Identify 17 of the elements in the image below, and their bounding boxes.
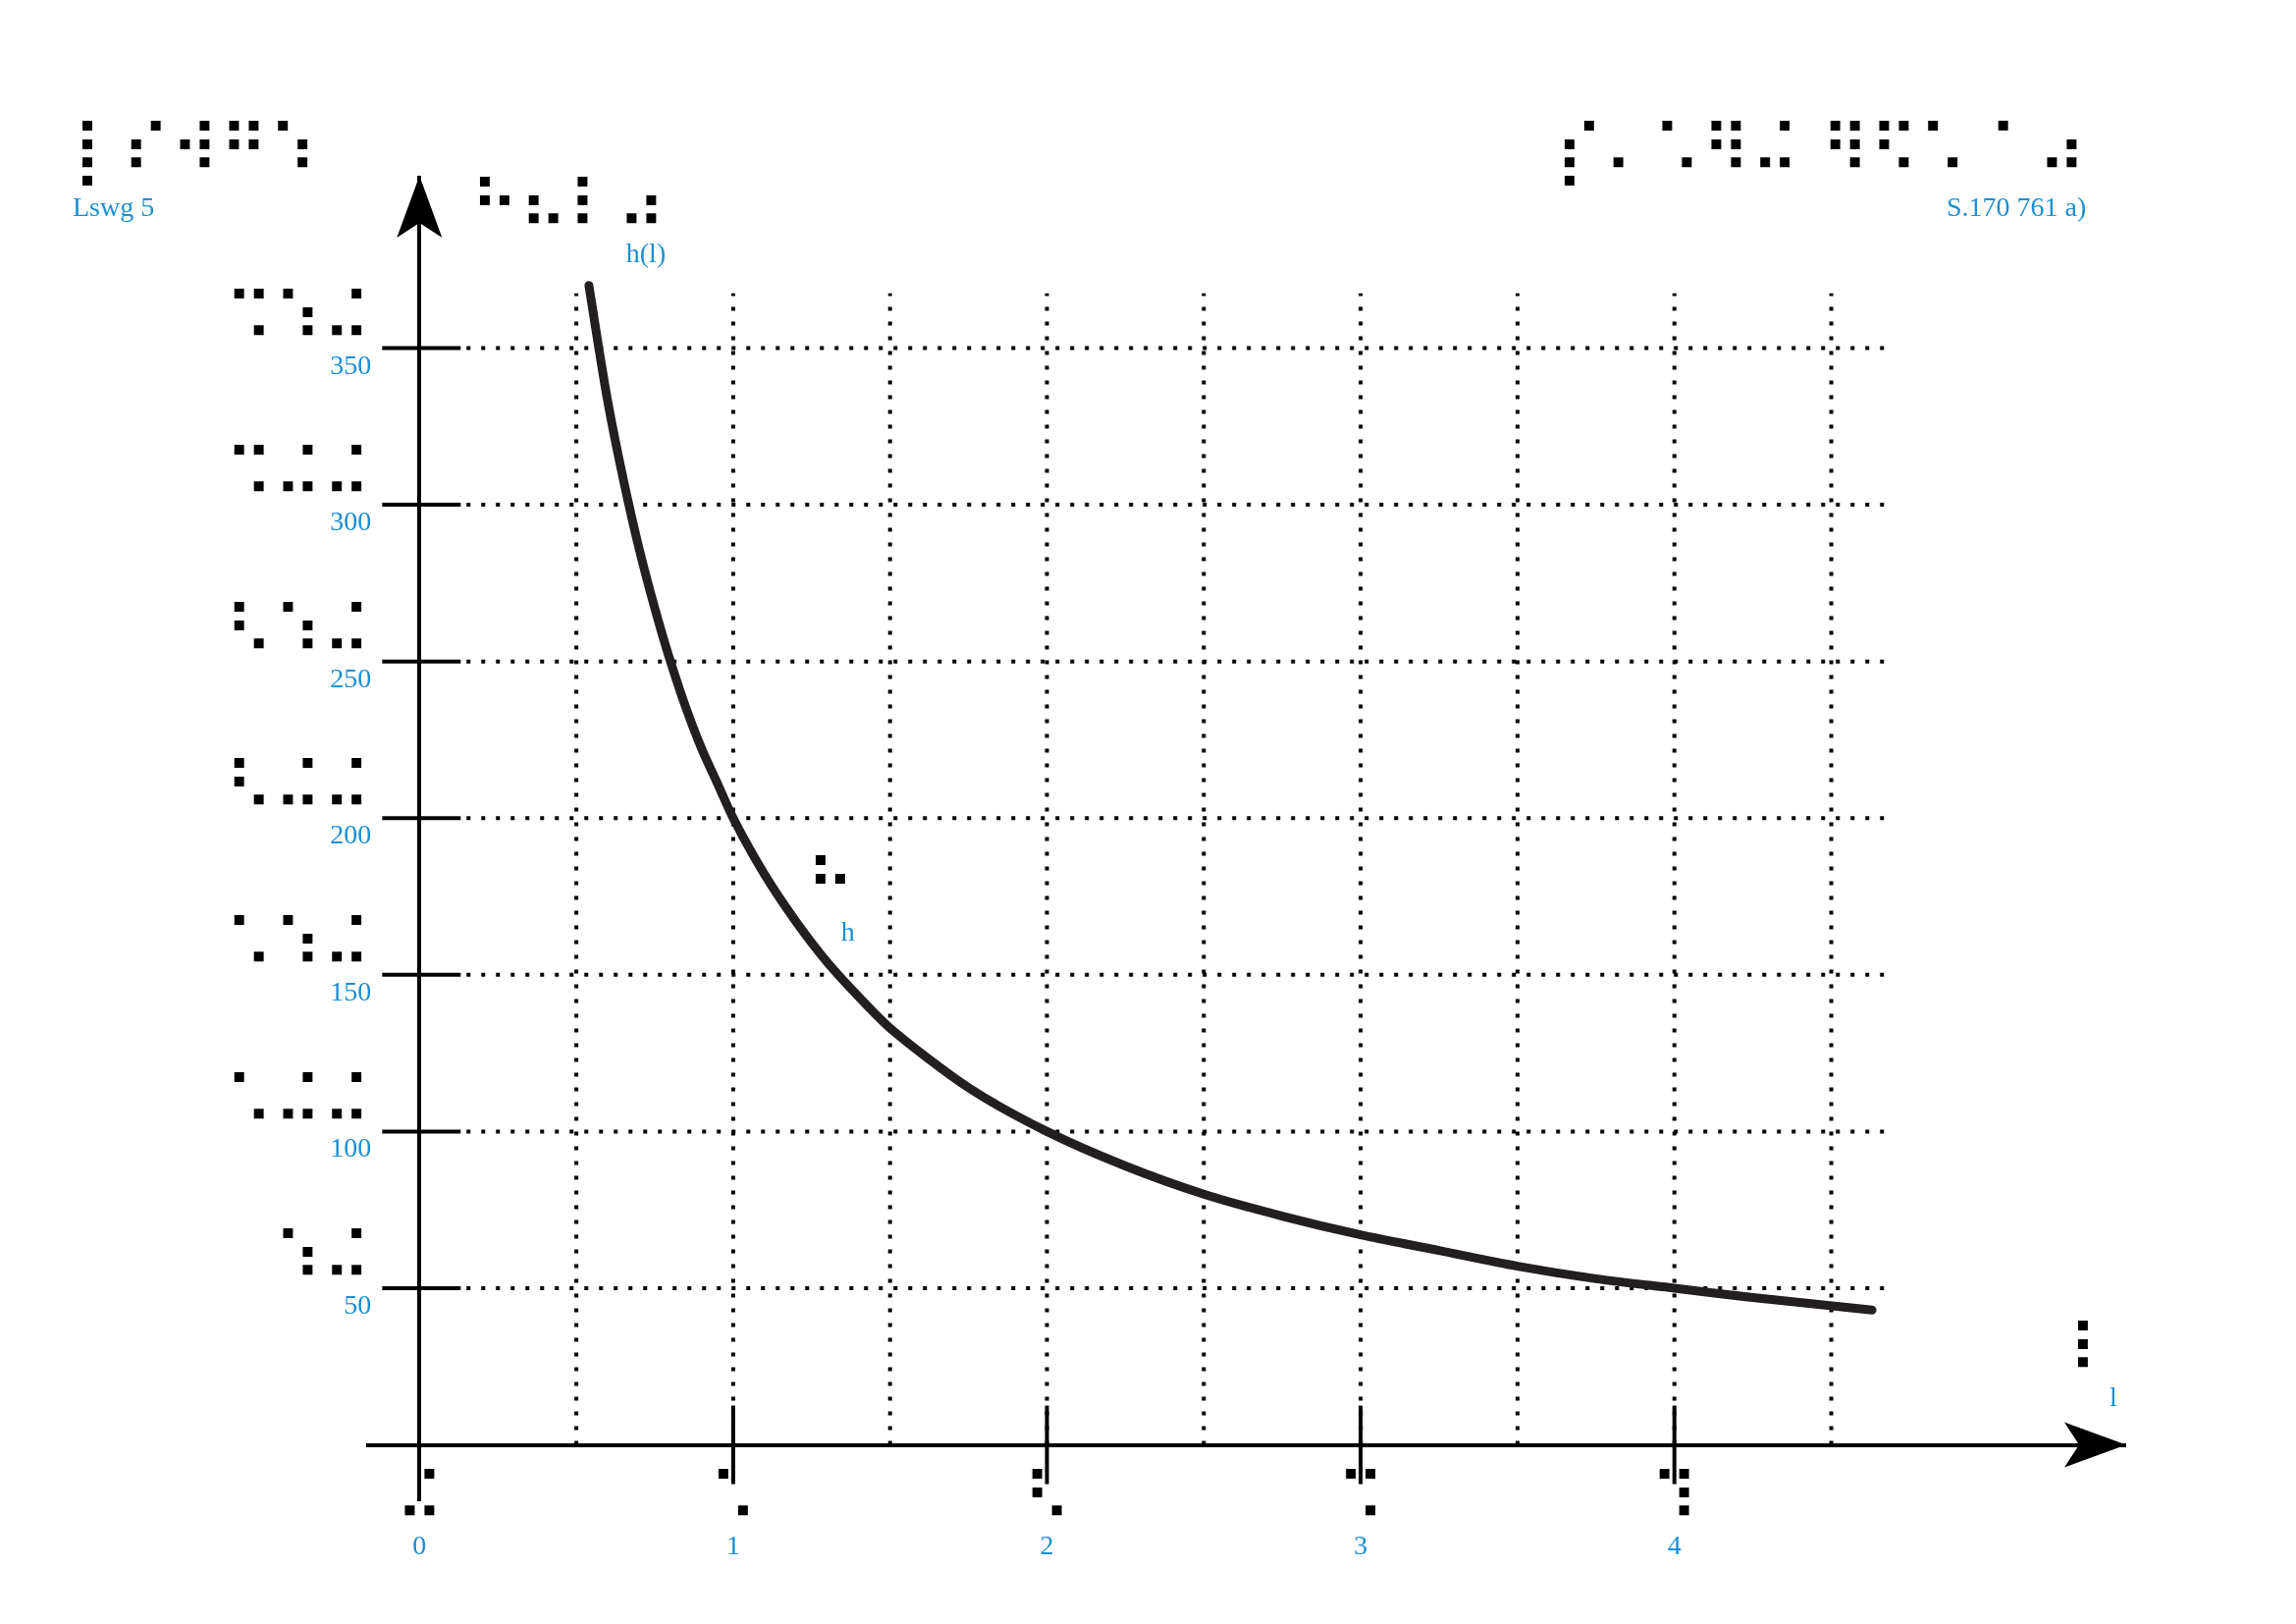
text: ⡇⠎⠺⠛⠱ Lswg 5 <box>73 111 318 223</box>
y-tick-label: ⠡⠬⠬ 100 <box>224 1061 372 1164</box>
x-axis-title: ⠇ l <box>2068 1311 2118 1412</box>
x-tick-label: ⠡ 1 <box>709 1458 758 1560</box>
x-tick-label: ⠩ 3 <box>1336 1458 1386 1560</box>
annotation: ⡎⠄⠡⠻⠬ ⠻⠫⠡ ⠁⠴ S.170 761 a) <box>1555 111 2087 223</box>
series-label: ⠓ h <box>806 845 855 947</box>
y-tick-label: ⠡⠱⠬ 150 <box>224 905 372 1006</box>
y-tick-label: ⠣⠱⠬ 250 <box>224 591 372 693</box>
y-tick-label: ⠩⠬⠬ 300 <box>224 435 372 537</box>
y-tick-label: ⠩⠱⠬ 350 <box>224 278 372 380</box>
x-tick-label: ⠹ 4 <box>1649 1458 1699 1560</box>
y-tick-label: ⠣⠬⠬ 200 <box>224 748 372 850</box>
y-tick-label: ⠱⠬ 50 <box>273 1218 372 1320</box>
y-axis-title: ⠓⠦⠇⠴ h(l) <box>470 167 667 268</box>
x-tick-label: ⠣ 2 <box>1022 1458 1072 1560</box>
x-tick-label: ⠬ 0 <box>395 1458 445 1560</box>
